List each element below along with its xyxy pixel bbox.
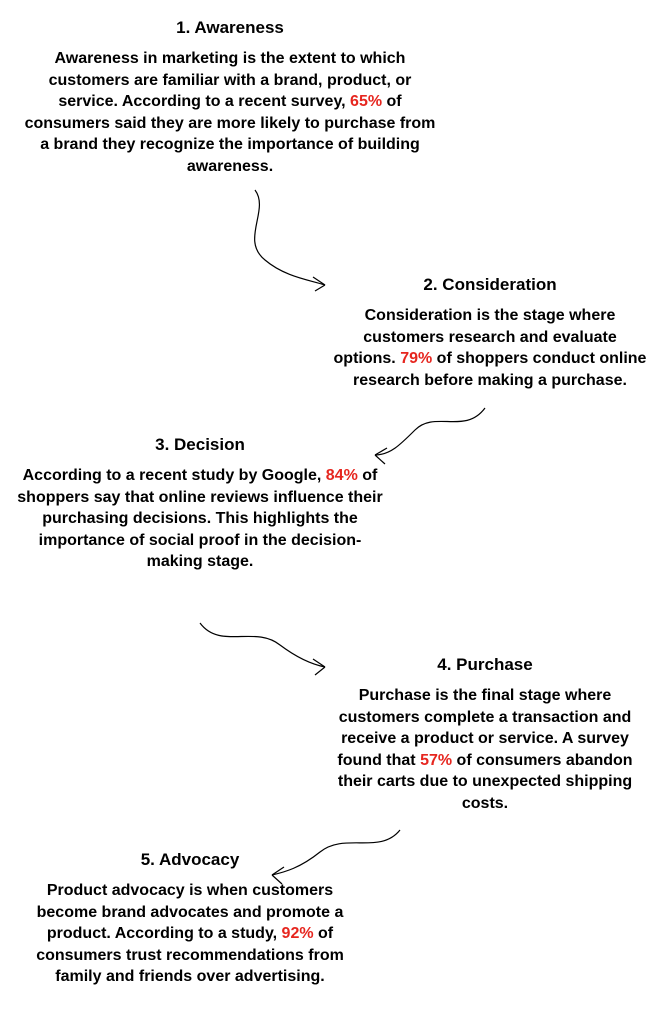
stat-purchase: 57% [420, 752, 452, 769]
arrow-3 [185, 615, 335, 685]
stage-awareness-title: 1. Awareness [20, 18, 440, 38]
stage-advocacy: 5. Advocacy Product advocacy is when cus… [20, 850, 360, 988]
stage-purchase-body: Purchase is the final stage where custom… [320, 685, 650, 815]
stage-purchase-title: 4. Purchase [320, 655, 650, 675]
stage-purchase: 4. Purchase Purchase is the final stage … [320, 655, 650, 815]
stage-consideration: 2. Consideration Consideration is the st… [330, 275, 650, 391]
stat-decision: 84% [326, 467, 358, 484]
stage-awareness-body: Awareness in marketing is the extent to … [20, 48, 440, 178]
stage-decision-body: According to a recent study by Google, 8… [15, 465, 385, 573]
stage-decision-title: 3. Decision [15, 435, 385, 455]
stage-advocacy-body: Product advocacy is when customers becom… [20, 880, 360, 988]
stat-consideration: 79% [400, 350, 432, 367]
stage-decision: 3. Decision According to a recent study … [15, 435, 385, 573]
stage-consideration-title: 2. Consideration [330, 275, 650, 295]
stat-awareness: 65% [350, 93, 382, 110]
stage-awareness: 1. Awareness Awareness in marketing is t… [20, 18, 440, 178]
arrow-1 [215, 185, 335, 295]
stat-advocacy: 92% [282, 925, 314, 942]
stage-advocacy-title: 5. Advocacy [20, 850, 360, 870]
stage-consideration-body: Consideration is the stage where custome… [330, 305, 650, 391]
